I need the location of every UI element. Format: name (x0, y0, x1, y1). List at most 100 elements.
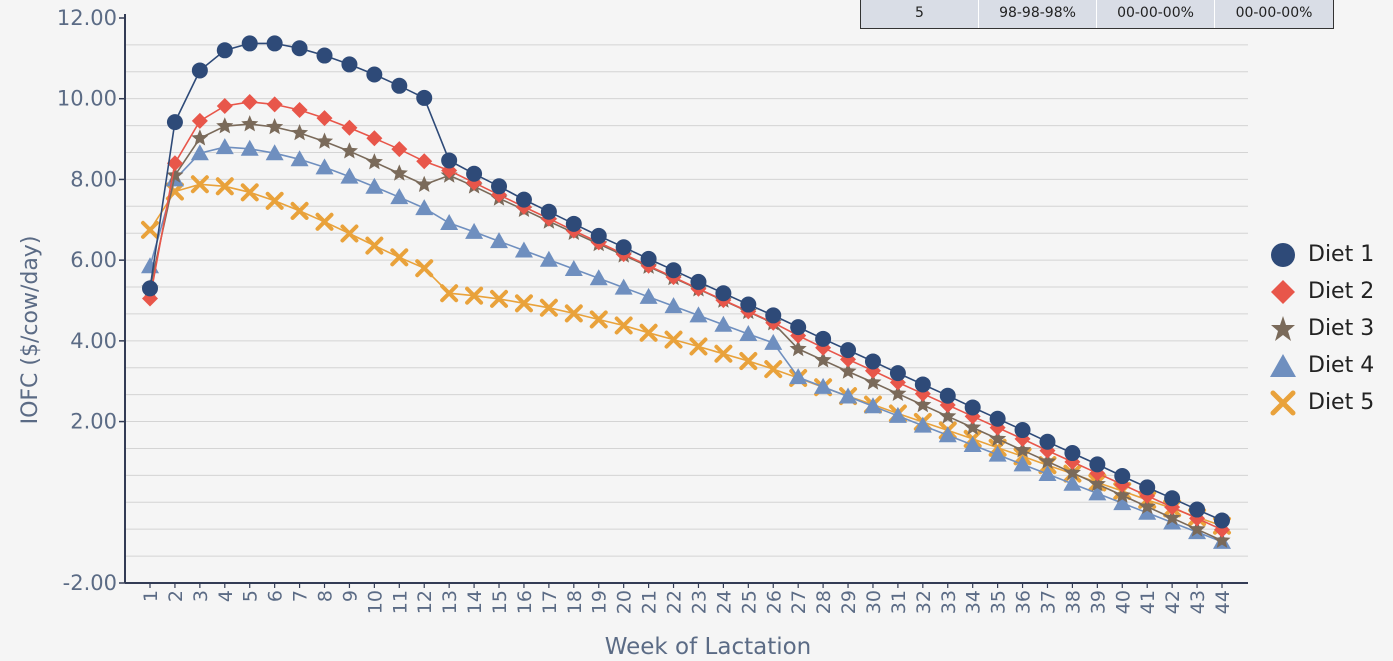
data-point (714, 315, 733, 332)
data-point (391, 141, 408, 158)
data-point (365, 153, 383, 170)
data-point (790, 319, 807, 336)
data-point (216, 117, 234, 134)
data-point (540, 203, 557, 220)
data-point (366, 66, 383, 83)
data-point (939, 387, 956, 404)
x-tick-label: 15 (489, 590, 511, 614)
data-point (1213, 512, 1230, 529)
legend-item-diet-1[interactable]: Diet 1 (1268, 236, 1374, 273)
data-point (391, 77, 408, 94)
data-point (764, 333, 783, 350)
x-tick-label: 30 (863, 590, 885, 614)
data-point (689, 337, 708, 356)
x-tick-label: 40 (1112, 590, 1134, 614)
data-point (266, 35, 283, 52)
series-line (149, 183, 1223, 527)
data-point (615, 239, 632, 256)
data-point (914, 396, 932, 413)
star-marker-icon (1271, 315, 1295, 341)
y-tick-label: -2.00 (63, 571, 117, 595)
data-point (1188, 520, 1206, 537)
data-point (390, 248, 409, 267)
y-tick-label: 6.00 (70, 248, 117, 272)
series-diet-1 (142, 35, 1230, 529)
data-point (1139, 479, 1156, 496)
data-point (664, 330, 683, 349)
data-point (964, 399, 981, 416)
series-diet-3 (141, 115, 1231, 548)
data-point (964, 418, 982, 435)
data-point (839, 387, 858, 404)
data-point (639, 287, 658, 304)
legend-label: Diet 2 (1308, 279, 1375, 304)
data-point (291, 40, 308, 57)
data-point (1063, 463, 1081, 481)
data-point (740, 296, 757, 313)
data-point (416, 153, 433, 170)
x-tick-label: 5 (240, 590, 262, 602)
data-point (789, 368, 808, 385)
chart-legend: Diet 1 Diet 2 Diet 3 Diet 4 Diet 5 (1268, 236, 1374, 421)
data-point (765, 307, 782, 324)
series-diet-4 (141, 138, 1231, 549)
x-marker-icon (1270, 390, 1296, 415)
data-point (864, 373, 882, 390)
data-point (938, 426, 957, 443)
data-point (814, 351, 832, 368)
data-point (514, 294, 533, 313)
chart-axes (124, 14, 1248, 584)
x-tick-label: 44 (1212, 590, 1234, 614)
data-point (490, 289, 509, 308)
x-tick-label: 4 (215, 590, 237, 602)
table-cell: 98-98-98% (979, 0, 1097, 28)
data-point (365, 236, 384, 255)
data-point (441, 152, 458, 169)
data-point (689, 306, 708, 323)
data-point (565, 215, 582, 232)
legend-item-diet-5[interactable]: Diet 5 (1268, 384, 1374, 421)
data-point (1164, 490, 1181, 507)
x-tick-label: 43 (1187, 590, 1209, 614)
data-point (514, 241, 533, 258)
legend-label: Diet 1 (1308, 242, 1375, 267)
data-point (739, 324, 758, 341)
legend-item-diet-4[interactable]: Diet 4 (1268, 347, 1374, 384)
legend-label: Diet 3 (1308, 316, 1375, 341)
data-point (490, 232, 509, 249)
data-point (988, 445, 1007, 462)
data-point (390, 188, 409, 205)
data-point (340, 167, 359, 184)
data-point (1114, 468, 1131, 485)
data-point (1064, 445, 1081, 462)
circle-marker-icon (1271, 242, 1295, 267)
x-tick-label: 8 (315, 590, 337, 602)
data-point (539, 298, 558, 317)
data-point (266, 118, 284, 135)
data-point (142, 280, 158, 297)
data-point (191, 62, 208, 79)
data-point (1038, 465, 1057, 482)
legend-item-diet-2[interactable]: Diet 2 (1268, 273, 1374, 310)
data-point (390, 164, 408, 181)
x-tick-label: 12 (414, 590, 436, 614)
x-tick-label: 32 (913, 590, 935, 614)
chart-series (141, 35, 1231, 549)
data-point (539, 250, 558, 267)
data-point (415, 259, 434, 278)
data-point (315, 212, 334, 231)
data-point (764, 360, 783, 379)
x-tick-label: 39 (1087, 590, 1109, 614)
data-point (1138, 503, 1157, 520)
data-point (614, 278, 633, 295)
data-point (241, 35, 258, 52)
table-cell: 00-00-00% (1215, 0, 1333, 28)
data-point (1039, 433, 1056, 450)
series-line (149, 123, 1223, 542)
legend-item-diet-3[interactable]: Diet 3 (1268, 310, 1374, 347)
data-point (291, 102, 308, 119)
data-point (341, 119, 358, 136)
series-diet-5 (141, 175, 1231, 535)
data-point (215, 177, 234, 196)
